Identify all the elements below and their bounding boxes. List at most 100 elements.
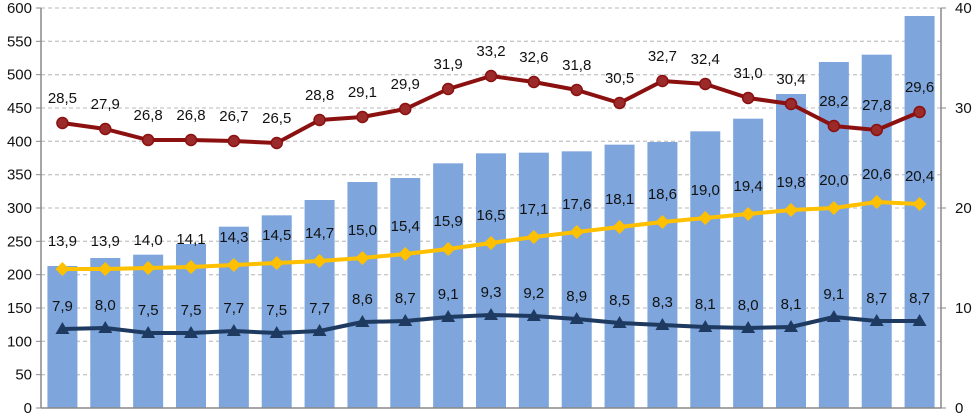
data-label: 27,8 xyxy=(862,97,891,114)
circle-marker xyxy=(741,91,755,105)
data-label: 14,5 xyxy=(262,227,291,244)
diamond-marker xyxy=(312,254,327,268)
data-label: 29,1 xyxy=(348,84,377,101)
data-label: 8,7 xyxy=(909,290,930,307)
right-tick-label: 20 xyxy=(955,200,972,217)
circle-marker xyxy=(441,82,455,96)
diamond-marker xyxy=(655,215,670,229)
diamond-marker xyxy=(826,201,841,215)
bar xyxy=(733,118,764,409)
triangle-marker xyxy=(184,326,198,338)
left-tick-label: 500 xyxy=(7,67,32,84)
circle-marker xyxy=(356,110,369,124)
right-tick-label: 0 xyxy=(955,400,963,414)
data-label: 26,7 xyxy=(219,108,248,125)
left-tick-label: 0 xyxy=(24,400,32,414)
triangle-marker xyxy=(398,314,413,326)
data-label: 8,3 xyxy=(652,294,673,311)
bar xyxy=(304,200,335,408)
circle-marker xyxy=(527,75,541,89)
data-label: 27,9 xyxy=(91,96,120,113)
data-label: 32,6 xyxy=(519,49,548,66)
left-tick-label: 200 xyxy=(7,267,32,284)
circle-marker xyxy=(570,83,583,97)
data-label: 15,4 xyxy=(391,218,420,235)
diamond-marker xyxy=(484,236,498,250)
bar xyxy=(861,54,892,409)
triangle-marker xyxy=(226,324,241,336)
data-label: 29,6 xyxy=(905,79,934,96)
circle-marker xyxy=(913,105,926,119)
data-label: 18,1 xyxy=(605,191,634,208)
data-label: 8,5 xyxy=(609,292,630,309)
left-tick-label: 300 xyxy=(7,200,32,217)
data-label: 33,2 xyxy=(476,43,505,60)
data-label: 9,1 xyxy=(438,286,459,303)
diamond-marker xyxy=(398,247,413,261)
data-label: 16,5 xyxy=(476,207,505,224)
data-label: 17,6 xyxy=(562,196,591,213)
bar xyxy=(518,152,549,408)
data-label: 18,6 xyxy=(648,186,677,203)
data-label: 7,9 xyxy=(52,298,73,315)
data-label: 13,9 xyxy=(48,233,77,250)
data-label: 8,7 xyxy=(866,290,887,307)
data-label: 8,1 xyxy=(781,296,802,313)
left-tick-label: 350 xyxy=(7,167,32,184)
triangle-marker xyxy=(526,309,541,321)
data-label: 26,8 xyxy=(134,107,163,124)
data-label: 9,3 xyxy=(481,284,502,301)
triangle-marker xyxy=(484,308,498,320)
data-label: 26,5 xyxy=(262,110,291,127)
data-label: 20,4 xyxy=(905,168,934,185)
circle-marker xyxy=(99,122,112,136)
circle-marker xyxy=(313,113,326,127)
bar xyxy=(604,144,635,408)
diamond-marker xyxy=(869,195,884,209)
data-label: 14,7 xyxy=(305,225,334,242)
triangle-marker xyxy=(784,320,798,332)
bar xyxy=(904,16,935,408)
bar xyxy=(47,266,78,408)
data-label: 17,1 xyxy=(519,201,548,218)
diamond-marker xyxy=(441,242,456,256)
data-label: 29,9 xyxy=(391,76,420,93)
left-tick-label: 250 xyxy=(7,233,32,250)
diamond-marker xyxy=(98,262,113,276)
circle-marker xyxy=(699,77,712,91)
right-tick-label: 40 xyxy=(955,0,972,17)
data-label: 7,5 xyxy=(181,302,202,319)
data-label: 13,9 xyxy=(91,233,120,250)
data-label: 19,4 xyxy=(734,178,763,195)
diamond-marker xyxy=(784,203,798,217)
data-label: 15,9 xyxy=(434,213,463,230)
triangle-marker xyxy=(355,315,370,327)
data-label: 8,0 xyxy=(95,297,116,314)
circle-marker xyxy=(827,119,841,133)
left-tick-label: 550 xyxy=(7,33,32,50)
left-tick-label: 400 xyxy=(7,133,32,150)
bar xyxy=(347,182,378,408)
triangle-marker xyxy=(912,314,927,326)
diamond-marker xyxy=(269,256,284,270)
diamond-marker xyxy=(526,230,541,244)
bar xyxy=(690,131,721,409)
data-label: 8,6 xyxy=(352,291,373,308)
data-label: 19,8 xyxy=(776,174,805,191)
bar xyxy=(261,215,292,408)
triangle-marker xyxy=(612,316,627,328)
data-label: 31,0 xyxy=(734,65,763,82)
triangle-marker xyxy=(655,318,670,330)
bar xyxy=(476,153,506,408)
right-tick-label: 30 xyxy=(955,100,972,117)
diamond-marker xyxy=(912,197,927,211)
data-label: 19,0 xyxy=(691,182,720,199)
triangle-marker xyxy=(826,310,841,322)
data-label: 9,2 xyxy=(523,285,544,302)
data-label: 7,7 xyxy=(223,300,244,317)
right-tick-label: 10 xyxy=(955,300,972,317)
diamond-marker xyxy=(226,258,241,272)
left-tick-label: 50 xyxy=(15,367,32,384)
data-label: 28,8 xyxy=(305,87,334,104)
